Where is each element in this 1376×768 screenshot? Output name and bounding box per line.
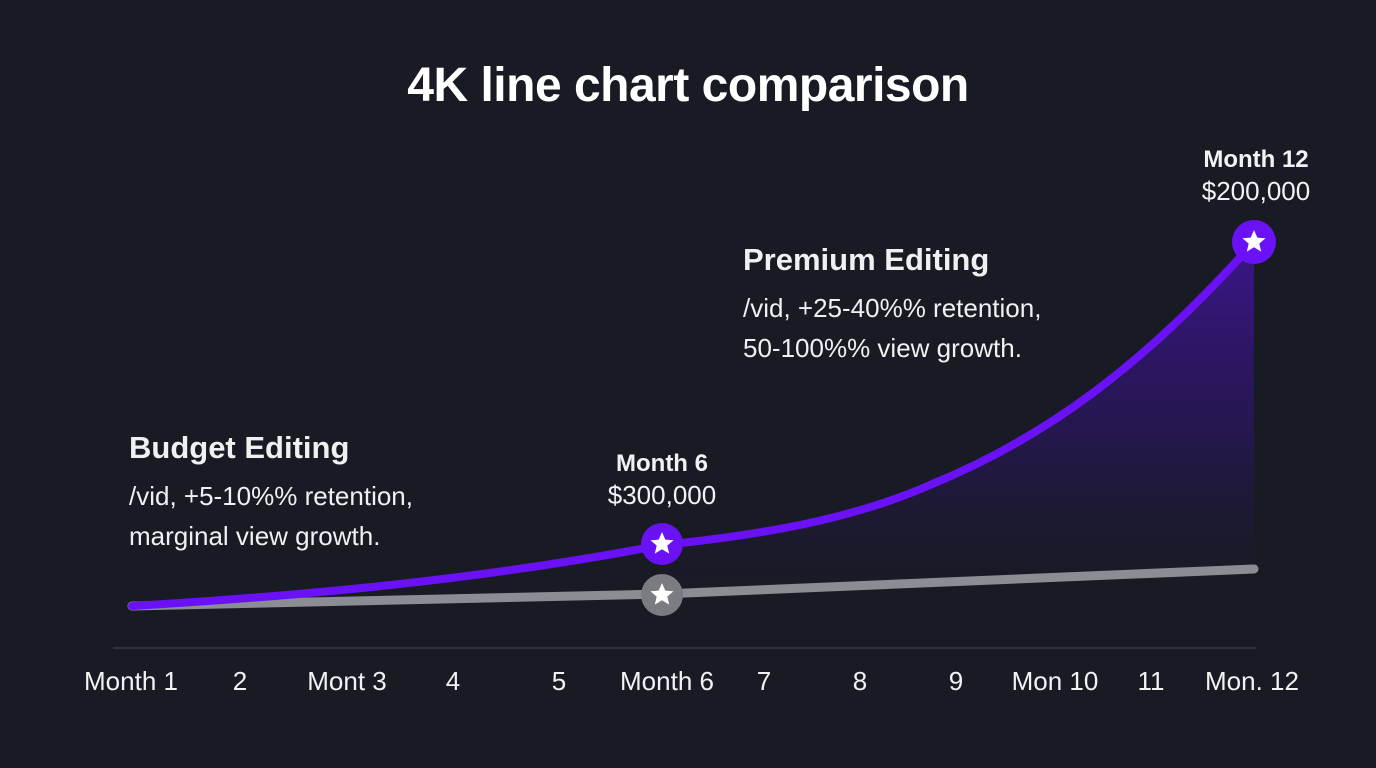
x-tick: 11 bbox=[1137, 666, 1165, 696]
x-tick: 9 bbox=[948, 666, 964, 696]
star-icon bbox=[650, 583, 674, 605]
star-icon bbox=[1242, 230, 1266, 252]
x-tick: 2 bbox=[232, 666, 248, 696]
x-tick: Mont 3 bbox=[307, 666, 387, 696]
x-tick: Month 1 bbox=[84, 666, 178, 696]
x-tick: 5 bbox=[551, 666, 567, 696]
x-tick: 8 bbox=[852, 666, 868, 696]
premium-area-fill bbox=[662, 242, 1254, 594]
x-tick: Month 6 bbox=[620, 666, 714, 696]
premium-desc-line2: 50-100%% view growth. bbox=[743, 333, 1022, 363]
budget-desc-line1: /vid, +5-10%% retention, bbox=[129, 481, 413, 511]
budget-desc-line2: marginal view growth. bbox=[129, 521, 381, 551]
premium-month6-marker bbox=[641, 523, 683, 565]
x-tick: 4 bbox=[445, 666, 461, 696]
month12-value: $200,000 bbox=[1201, 176, 1311, 206]
x-tick: Mon. 12 bbox=[1205, 666, 1299, 696]
month12-label: Month 12 bbox=[1203, 146, 1309, 173]
chart-title: 4K line chart comparison bbox=[407, 59, 969, 112]
budget-annotation: Budget Editing /vid, +5-10%% retention, … bbox=[129, 430, 413, 556]
x-tick: 7 bbox=[756, 666, 772, 696]
premium-annotation: Premium Editing /vid, +25-40%% retention… bbox=[743, 242, 1041, 368]
month6-value: $300,000 bbox=[607, 480, 717, 510]
premium-line bbox=[128, 238, 1258, 610]
premium-heading: Premium Editing bbox=[743, 242, 990, 277]
month6-value-label: Month 6 $300,000 bbox=[592, 450, 732, 511]
premium-month12-marker bbox=[1232, 220, 1276, 264]
budget-month6-marker bbox=[641, 574, 683, 616]
x-tick: Mon 10 bbox=[1011, 666, 1099, 696]
budget-heading: Budget Editing bbox=[129, 430, 350, 465]
star-icon bbox=[650, 532, 674, 554]
month6-label: Month 6 bbox=[616, 450, 708, 477]
premium-desc-line1: /vid, +25-40%% retention, bbox=[743, 293, 1042, 323]
month12-value-label: Month 12 $200,000 bbox=[1184, 146, 1328, 207]
